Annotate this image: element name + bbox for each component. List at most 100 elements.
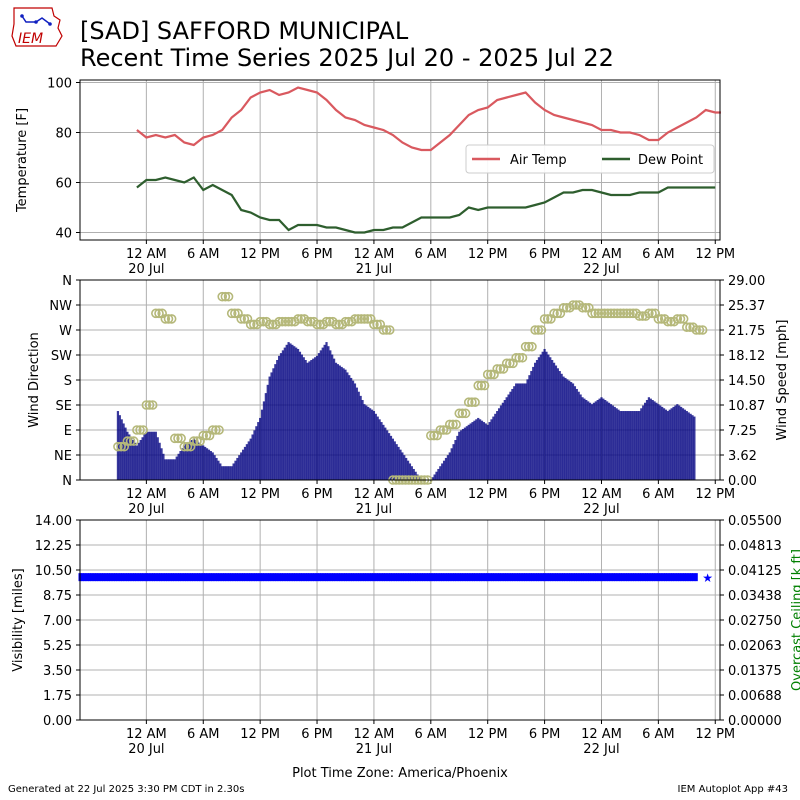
visibility-tick-label: 5.25	[43, 639, 72, 654]
visibility-tick-label: 3.50	[43, 664, 72, 679]
visibility-marker	[379, 573, 383, 582]
wind-speed-bar	[541, 351, 544, 480]
visibility-tick-label: 7.00	[43, 614, 72, 629]
wind-speed-bar	[653, 401, 656, 480]
visibility-marker	[659, 573, 663, 582]
visibility-marker	[87, 573, 91, 582]
visibility-marker	[642, 573, 646, 582]
wind-speed-bar	[128, 434, 131, 480]
visibility-marker	[187, 573, 191, 582]
wind-speed-bar	[274, 364, 277, 480]
x-tick-label: 6 PM	[529, 247, 560, 262]
wind-speed-bar	[551, 360, 554, 480]
wind-direction-marker	[239, 314, 250, 324]
wind-speed-bar	[393, 441, 396, 480]
wind-direction-marker	[536, 325, 547, 335]
wind-direction-marker	[211, 425, 221, 435]
wind-speed-bar	[302, 357, 305, 480]
wind-direction-marker	[473, 380, 484, 391]
ceiling-tick-label: 0.02750	[728, 614, 782, 629]
wind-direction-marker	[321, 316, 332, 327]
legend-box	[465, 144, 715, 174]
visibility-marker	[678, 573, 682, 582]
wind-speed-bar	[287, 342, 290, 480]
wind-speed-bar	[556, 368, 559, 480]
visibility-marker	[381, 573, 385, 582]
wind-speed-tick-label: 14.50	[728, 374, 765, 389]
wind-speed-bar	[331, 354, 334, 480]
visibility-marker	[182, 573, 186, 582]
wind-speed-bar	[374, 413, 377, 480]
x-tick-label: 12 AM	[581, 727, 622, 742]
visibility-marker	[573, 573, 577, 582]
visibility-marker	[111, 573, 115, 582]
wind-direction-marker	[192, 436, 202, 446]
wind-direction-marker	[511, 352, 521, 363]
visibility-marker	[97, 573, 101, 582]
visibility-marker	[566, 573, 570, 582]
wind-speed-bar	[179, 451, 182, 480]
visibility-marker	[552, 573, 556, 582]
visibility-marker	[505, 573, 509, 582]
visibility-marker	[469, 573, 473, 582]
visibility-marker	[320, 573, 324, 582]
wind-speed-bar	[549, 357, 552, 480]
wind-speed-bar	[130, 437, 133, 480]
visibility-marker	[128, 573, 132, 582]
visibility-marker	[360, 573, 364, 582]
visibility-marker	[656, 573, 660, 582]
visibility-marker	[562, 573, 566, 582]
temp-y-axis-label: Temperature [F]	[15, 108, 30, 213]
wind-speed-bar	[621, 411, 624, 480]
wind-speed-bar	[147, 431, 150, 480]
wind-direction-marker	[568, 300, 578, 310]
wind-speed-bar	[308, 361, 311, 480]
wind-speed-bar	[325, 342, 328, 480]
visibility-marker	[261, 573, 265, 582]
x-tick-label: 6 AM	[415, 247, 448, 262]
wind-speed-bar	[395, 444, 398, 480]
wind-direction-marker	[214, 425, 224, 435]
wind-speed-bar	[359, 395, 362, 480]
app-id: IEM Autoplot App #43	[677, 784, 788, 795]
wind-speed-bar	[351, 380, 355, 480]
wind-speed-bar	[353, 383, 357, 480]
wind-speed-bar	[497, 408, 501, 480]
wind-direction-marker	[599, 308, 610, 319]
wind-direction-marker	[116, 441, 126, 452]
wind-speed-bar	[143, 434, 146, 480]
visibility-marker	[106, 573, 110, 582]
x-day-label: 20 Jul	[128, 742, 164, 757]
wind-speed-bar	[645, 400, 649, 480]
visibility-marker	[616, 573, 620, 582]
wind-speed-bar	[122, 423, 125, 480]
visibility-marker	[526, 573, 530, 582]
visibility-marker	[597, 573, 601, 582]
visibility-marker	[249, 573, 253, 582]
wind-speed-bar	[655, 402, 658, 480]
visibility-marker	[310, 573, 314, 582]
wind-speed-bar	[676, 404, 679, 480]
visibility-marker	[201, 573, 205, 582]
wind-speed-bar	[516, 383, 520, 480]
wind-direction-marker	[429, 430, 439, 441]
x-day-label: 21 Jul	[356, 262, 392, 277]
wind-speed-bar	[323, 344, 326, 480]
wind-direction-marker	[128, 436, 139, 446]
wind-speed-bar	[600, 397, 603, 480]
wind-speed-bar	[240, 452, 243, 480]
wind-direction-marker	[255, 316, 265, 327]
visibility-marker	[393, 573, 397, 582]
wind-speed-bar	[406, 460, 410, 480]
wind-speed-bar	[238, 455, 241, 480]
wind-speed-bar	[124, 427, 127, 480]
wind-speed-bar	[350, 377, 353, 480]
wind-speed-bar	[687, 412, 690, 480]
wind-direction-marker	[372, 319, 382, 330]
wind-speed-bar	[503, 400, 506, 480]
wind-direction-marker	[170, 433, 180, 444]
wind-direction-marker	[644, 308, 654, 319]
visibility-marker	[680, 573, 684, 582]
visibility-marker	[460, 573, 464, 582]
wind-speed-bar	[296, 348, 300, 480]
